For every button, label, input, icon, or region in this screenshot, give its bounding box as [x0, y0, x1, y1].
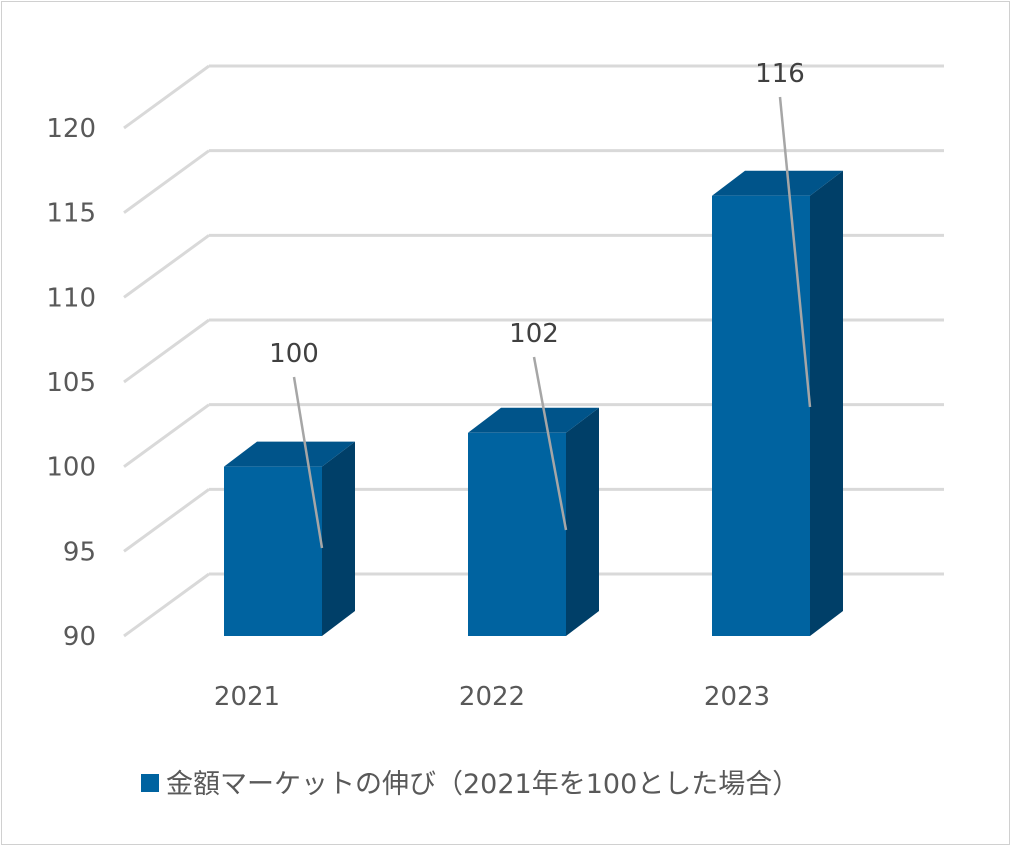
bar	[468, 432, 566, 636]
data-label: 100	[269, 339, 319, 369]
y-tick-label: 105	[46, 368, 96, 398]
x-tick-label: 2023	[704, 682, 770, 712]
y-tick-label: 95	[63, 537, 96, 567]
gridline-side	[123, 234, 210, 299]
leader-line	[292, 376, 324, 549]
gridline-side	[123, 64, 210, 130]
bar	[224, 466, 322, 636]
x-axis-ticks: 2021 2022 2023	[214, 682, 770, 712]
gridline-side	[123, 572, 210, 638]
y-tick-label: 90	[63, 622, 96, 652]
gridline-side	[123, 403, 210, 468]
gridline-side	[123, 149, 210, 214]
bars	[224, 170, 843, 636]
data-label: 102	[509, 319, 559, 349]
bar-top	[712, 170, 843, 196]
y-axis-ticks: 90 95 100 105 110 115 120	[46, 114, 96, 652]
y-tick-label: 110	[46, 283, 96, 313]
x-tick-label: 2021	[214, 682, 280, 712]
leader-line	[778, 96, 812, 408]
legend: 金額マーケットの伸び（2021年を100とした場合）	[141, 769, 799, 800]
bar	[712, 195, 810, 636]
legend-label: 金額マーケットの伸び（2021年を100とした場合）	[166, 769, 799, 800]
y-tick-label: 100	[46, 453, 96, 483]
gridline-side	[123, 488, 210, 553]
x-tick-label: 2022	[459, 682, 525, 712]
gridline-side	[123, 318, 210, 384]
bar-top	[468, 407, 599, 433]
data-labels: 100 102 116	[269, 59, 805, 369]
data-label: 116	[755, 59, 805, 89]
legend-swatch	[141, 774, 159, 792]
y-tick-label: 120	[46, 114, 96, 144]
leader-lines	[292, 96, 812, 549]
leader-line	[532, 356, 568, 531]
bar-side	[810, 170, 843, 636]
bar-top	[224, 441, 355, 467]
bar-side	[322, 441, 355, 636]
y-tick-label: 115	[46, 199, 96, 229]
bar-side	[566, 407, 599, 636]
